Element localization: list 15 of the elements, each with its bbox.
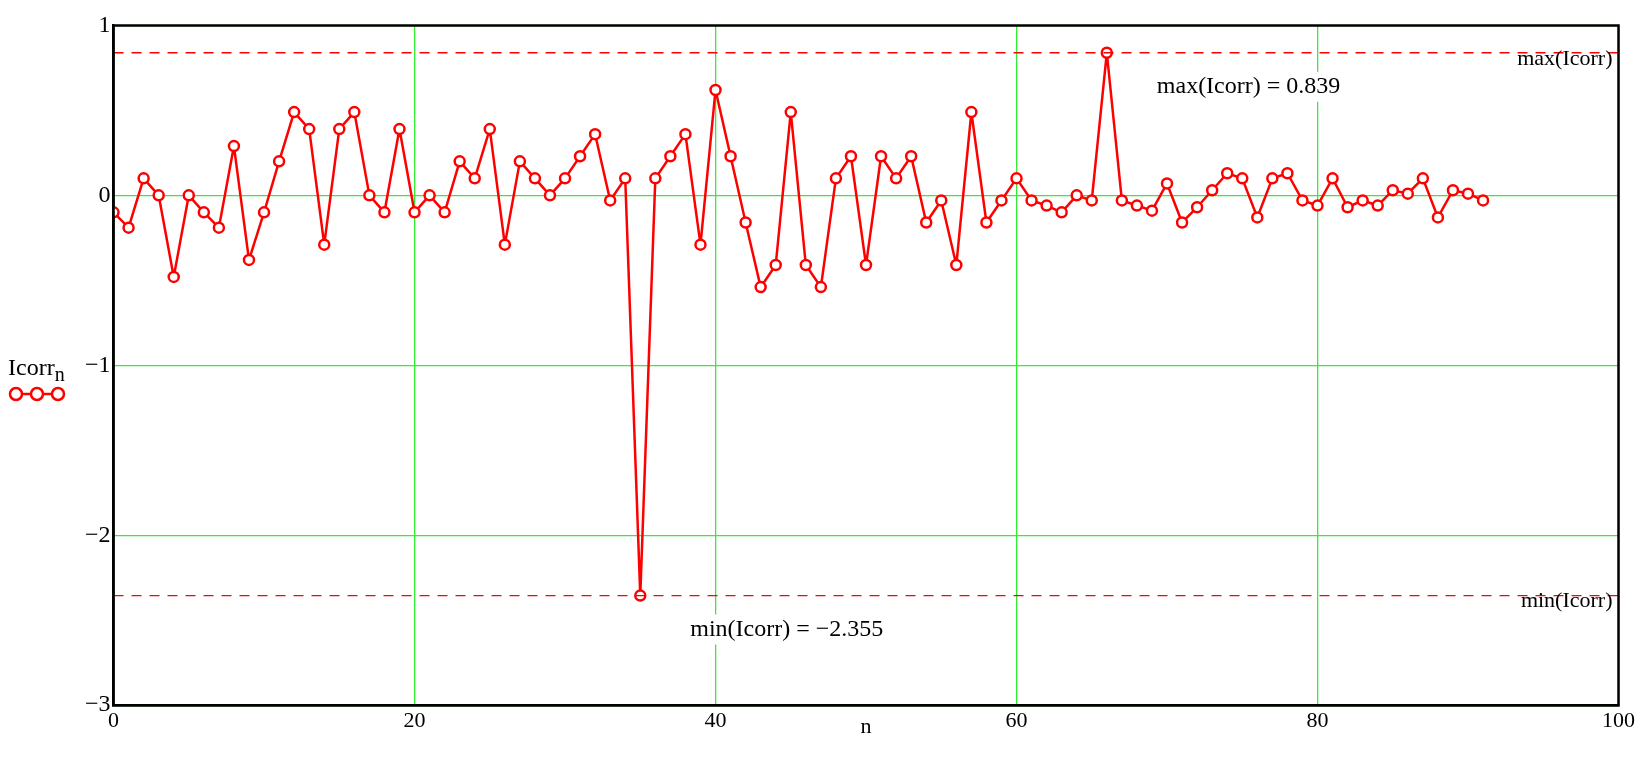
x-tick-label: 60 <box>1005 707 1028 733</box>
y-tick-label: 1 <box>98 10 111 37</box>
ref-line-label: max(Icorr) <box>1517 44 1613 70</box>
x-tick-label: 100 <box>1602 707 1635 733</box>
x-tick-label: 20 <box>403 707 426 733</box>
x-axis-title: n <box>860 712 872 738</box>
y-axis-title: Icorr$_{n}$ <box>8 354 65 386</box>
annotation: max(Icorr) = 0.839 <box>1156 72 1341 99</box>
y-tick-label: −2 <box>84 520 111 547</box>
annotation: min(Icorr) = −2.355 <box>690 614 884 641</box>
x-tick-label: 40 <box>704 707 727 733</box>
x-tick-label: 80 <box>1306 707 1329 733</box>
y-tick-label: 0 <box>98 180 111 207</box>
y-tick-label: −1 <box>84 350 111 377</box>
ref-line-label: min(Icorr) <box>1520 587 1613 613</box>
